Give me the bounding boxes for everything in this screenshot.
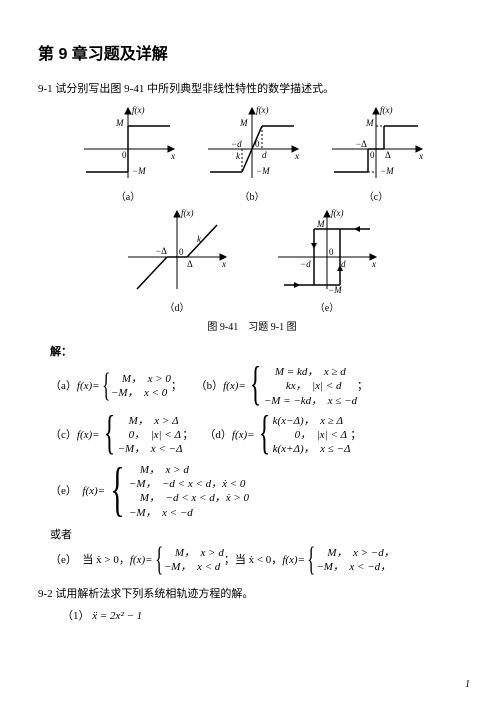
chapter-title: 第 9 章习题及详解 [38, 40, 466, 64]
neg-m-label: −M [132, 166, 146, 176]
svg-text:M: M [365, 118, 374, 128]
graph-label-a: （a） [116, 188, 140, 203]
axis-x-label: x [170, 151, 175, 161]
figure-caption: 图 9-41 习题 9-1 图 [38, 318, 466, 333]
svg-text:−M: −M [328, 285, 342, 295]
or-text: 或者 [50, 526, 466, 542]
svg-text:0: 0 [179, 247, 184, 257]
svg-text:f(x): f(x) [331, 208, 344, 218]
svg-text:−M: −M [380, 166, 394, 176]
graph-d: f(x) x Δ −Δ k 0 （d） [122, 207, 232, 314]
svg-text:k: k [236, 151, 241, 161]
graph-label-c: （c） [364, 188, 388, 203]
problem-number: 9-1 [38, 83, 53, 95]
problem-number-2: 9-2 [38, 588, 53, 600]
svg-text:x: x [418, 151, 423, 161]
graph-label-d: （d） [165, 299, 190, 314]
graph-row-2: f(x) x Δ −Δ k 0 （d） [38, 207, 466, 314]
svg-text:−d: −d [231, 139, 242, 149]
axis-y-label: f(x) [132, 105, 145, 115]
svg-text:0: 0 [122, 150, 127, 160]
graph-e: f(x) x M −M d −d 0 （e） [272, 207, 382, 314]
problem-9-2-1: （1） ẍ = 2x² − 1 [62, 609, 466, 624]
svg-text:0: 0 [370, 150, 375, 160]
eq-e-alt: （e） 当 ẋ > 0，f(x)={ M， x > d −M， x < d ；当… [50, 546, 466, 575]
graph-a: f(x) x M −M 0 （a） [78, 104, 178, 203]
problem-text: 试分别写出图 9-41 中所列典型非线性特性的数学描述式。 [55, 83, 334, 95]
eq-e: （e） f(x)={ M， x > d −M， −d < x < d，ẋ < 0… [50, 463, 466, 520]
svg-text:0: 0 [255, 139, 260, 149]
svg-text:0: 0 [329, 247, 334, 257]
graph-label-b: （b） [240, 188, 265, 203]
graph-row-1: f(x) x M −M 0 （a） f(x) [38, 104, 466, 203]
svg-text:d: d [341, 259, 346, 269]
eq-a-b: （a）f(x)={ M， x > 0 −M， x < 0 ； （b）f(x)={… [50, 365, 466, 408]
graph-b: f(x) x M −M d −d k 0 （b） [202, 104, 302, 203]
graph-label-e: （e） [315, 299, 339, 314]
problem-9-2: 9-2 试用解析法求下列系统相轨迹方程的解。 [38, 585, 466, 601]
svg-text:f(x): f(x) [380, 105, 393, 115]
svg-text:−Δ: −Δ [356, 139, 367, 149]
svg-text:Δ: Δ [187, 259, 193, 269]
page-number: 1 [465, 679, 470, 690]
svg-text:x: x [371, 259, 376, 269]
problem-text-2: 试用解析法求下列系统相轨迹方程的解。 [55, 588, 253, 600]
svg-text:M: M [316, 219, 325, 229]
eq-c-d: （c）f(x)={ M， x > Δ 0， |x| < Δ −M， x < −Δ… [50, 414, 466, 457]
svg-text:M: M [239, 118, 248, 128]
svg-text:−M: −M [256, 166, 270, 176]
svg-text:x: x [221, 259, 226, 269]
graph-c: f(x) x M −M Δ −Δ 0 （c） [326, 104, 426, 203]
svg-text:d: d [262, 150, 267, 160]
problem-9-1: 9-1 试分别写出图 9-41 中所列典型非线性特性的数学描述式。 [38, 80, 466, 96]
svg-text:x: x [294, 151, 299, 161]
svg-text:f(x): f(x) [181, 208, 194, 218]
svg-text:−d: −d [300, 259, 311, 269]
svg-text:Δ: Δ [385, 150, 391, 160]
m-label: M [115, 118, 124, 128]
svg-text:−Δ: −Δ [156, 246, 167, 256]
svg-text:f(x): f(x) [256, 105, 269, 115]
